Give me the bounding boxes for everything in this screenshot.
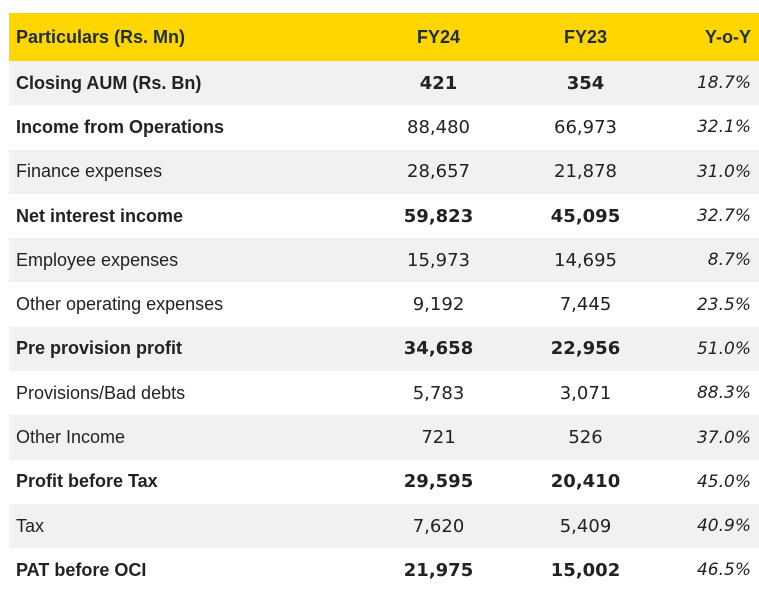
fy23-value: 3,071: [559, 382, 612, 404]
fy23-value: 20,410: [550, 471, 621, 493]
yoy-value: 18.7%: [696, 73, 751, 94]
table-row: Income from Operations 88,480 66,973 32.1%: [9, 105, 759, 150]
row-label: PAT before OCI: [16, 559, 147, 580]
fy24-value: 7,620: [412, 515, 465, 537]
fy23-value: 354: [566, 72, 605, 94]
fy24-value: 21,975: [403, 559, 474, 581]
fy24-value: 421: [419, 72, 458, 94]
yoy-value: 45.0%: [696, 471, 751, 492]
financial-table-container: Particulars (Rs. Mn) FY24 FY23 Y-o-Y Clo…: [9, 13, 759, 593]
yoy-value: 8.7%: [707, 250, 751, 271]
fy23-value: 5,409: [559, 515, 612, 537]
yoy-value: 51.0%: [696, 338, 751, 359]
yoy-value: 23.5%: [696, 294, 751, 315]
row-label: Other operating expenses: [16, 294, 224, 315]
table-row: Closing AUM (Rs. Bn) 421 354 18.7%: [9, 61, 759, 106]
yoy-value: 88.3%: [696, 383, 751, 404]
table-row: Tax 7,620 5,409 40.9%: [9, 503, 759, 549]
table-row: Other Income 721 526 37.0%: [9, 415, 759, 460]
row-label: Closing AUM (Rs. Bn): [16, 72, 202, 93]
table-row: Other operating expenses 9,192 7,445 23.5%: [9, 282, 759, 327]
table-header-row: Particulars (Rs. Mn) FY24 FY23 Y-o-Y: [9, 13, 759, 61]
table-row: Profit before Tax 29,595 20,410 45.0%: [9, 459, 759, 504]
header-particulars: Particulars (Rs. Mn): [16, 26, 186, 47]
yoy-value: 31.0%: [696, 161, 751, 182]
fy23-value: 14,695: [554, 249, 617, 271]
fy24-value: 59,823: [403, 205, 474, 227]
table-row: Finance expenses 28,657 21,878 31.0%: [9, 149, 759, 194]
row-label: Provisions/Bad debts: [16, 382, 186, 403]
row-label: Net interest income: [16, 205, 184, 226]
fy24-value: 9,192: [412, 294, 465, 316]
fy24-value: 721: [421, 427, 456, 449]
row-label: Pre provision profit: [16, 338, 183, 359]
yoy-value: 40.9%: [696, 516, 751, 537]
yoy-value: 46.5%: [696, 560, 751, 581]
financial-summary-table: Particulars (Rs. Mn) FY24 FY23 Y-o-Y Clo…: [9, 13, 759, 593]
fy23-value: 7,445: [559, 294, 612, 316]
fy24-value: 34,658: [403, 338, 474, 360]
row-label: Finance expenses: [16, 161, 163, 182]
row-label: Employee expenses: [16, 249, 179, 270]
fy24-value: 29,595: [403, 471, 474, 493]
yoy-value: 32.7%: [696, 206, 751, 227]
fy23-value: 66,973: [554, 116, 617, 138]
fy24-value: 28,657: [407, 161, 470, 183]
table-row: Net interest income 59,823 45,095 32.7%: [9, 193, 759, 239]
fy24-value: 88,480: [407, 116, 470, 138]
yoy-value: 37.0%: [696, 427, 751, 448]
yoy-value: 32.1%: [696, 117, 751, 138]
table-row: Pre provision profit 34,658 22,956 51.0%: [9, 326, 759, 372]
fy24-value: 15,973: [407, 249, 470, 271]
row-label: Profit before Tax: [16, 471, 158, 492]
table-row: PAT before OCI 21,975 15,002 46.5%: [9, 548, 759, 593]
row-label: Tax: [16, 515, 45, 536]
row-label: Income from Operations: [16, 116, 225, 137]
fy23-value: 15,002: [550, 559, 621, 581]
fy23-value: 45,095: [550, 205, 621, 227]
header-yoy: Y-o-Y: [704, 26, 751, 47]
row-label: Other Income: [16, 427, 126, 448]
header-fy24: FY24: [416, 26, 461, 47]
table-row: Provisions/Bad debts 5,783 3,071 88.3%: [9, 371, 759, 416]
fy23-value: 22,956: [550, 338, 621, 360]
table-row: Employee expenses 15,973 14,695 8.7%: [9, 238, 759, 283]
header-fy23: FY23: [563, 26, 608, 47]
fy23-value: 526: [568, 427, 603, 449]
fy23-value: 21,878: [554, 161, 617, 183]
fy24-value: 5,783: [412, 382, 465, 404]
